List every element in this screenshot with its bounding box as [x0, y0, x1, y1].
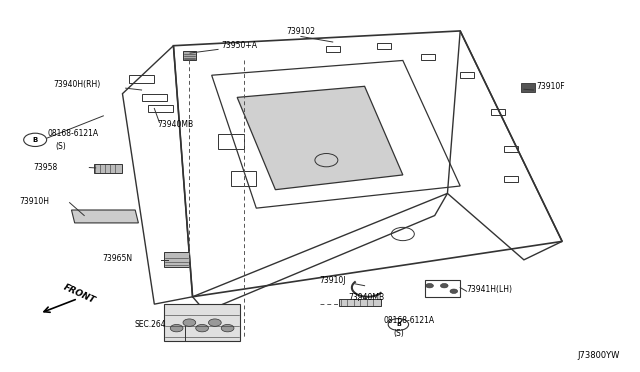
Bar — [425, 280, 460, 297]
Text: (S): (S) — [394, 328, 404, 337]
Bar — [504, 176, 518, 182]
Circle shape — [183, 319, 196, 326]
Text: (S): (S) — [56, 142, 67, 151]
Circle shape — [170, 324, 183, 332]
Bar — [164, 304, 241, 341]
Circle shape — [426, 283, 433, 288]
Text: 73910F: 73910F — [537, 82, 565, 91]
Circle shape — [196, 324, 209, 332]
Bar — [148, 105, 173, 112]
Bar — [129, 75, 154, 83]
Bar — [460, 72, 474, 78]
Polygon shape — [237, 86, 403, 190]
Text: J73800YW: J73800YW — [577, 350, 620, 359]
Text: 73940MB: 73940MB — [349, 293, 385, 302]
Circle shape — [440, 283, 448, 288]
Text: B: B — [396, 322, 401, 327]
Text: 08168-6121A: 08168-6121A — [48, 129, 99, 138]
Bar — [164, 253, 189, 267]
Circle shape — [221, 324, 234, 332]
Circle shape — [450, 289, 458, 294]
Polygon shape — [72, 210, 138, 223]
Bar — [141, 94, 167, 101]
Text: B: B — [33, 137, 38, 143]
Text: 739102: 739102 — [286, 26, 316, 35]
Bar — [521, 83, 535, 92]
Bar — [326, 46, 340, 52]
Bar — [504, 146, 518, 152]
Text: 08168-6121A: 08168-6121A — [384, 315, 435, 325]
Circle shape — [209, 319, 221, 326]
Text: 73965N: 73965N — [102, 254, 132, 263]
Text: 73958: 73958 — [33, 163, 58, 173]
Text: 73910H: 73910H — [19, 197, 49, 206]
Text: 73940MB: 73940MB — [157, 120, 194, 129]
Text: 73941H(LH): 73941H(LH) — [467, 285, 513, 294]
Bar — [339, 299, 381, 306]
Polygon shape — [183, 51, 196, 61]
Bar — [492, 109, 506, 115]
Bar — [218, 134, 244, 149]
Bar — [94, 164, 122, 173]
Text: 73910J: 73910J — [319, 276, 346, 285]
Bar — [377, 43, 391, 49]
Text: 73940H(RH): 73940H(RH) — [53, 80, 100, 89]
Text: 73950+A: 73950+A — [221, 41, 257, 49]
Text: FRONT: FRONT — [62, 283, 97, 305]
Text: SEC.264: SEC.264 — [134, 320, 166, 329]
Bar — [421, 54, 435, 60]
Bar — [231, 171, 256, 186]
